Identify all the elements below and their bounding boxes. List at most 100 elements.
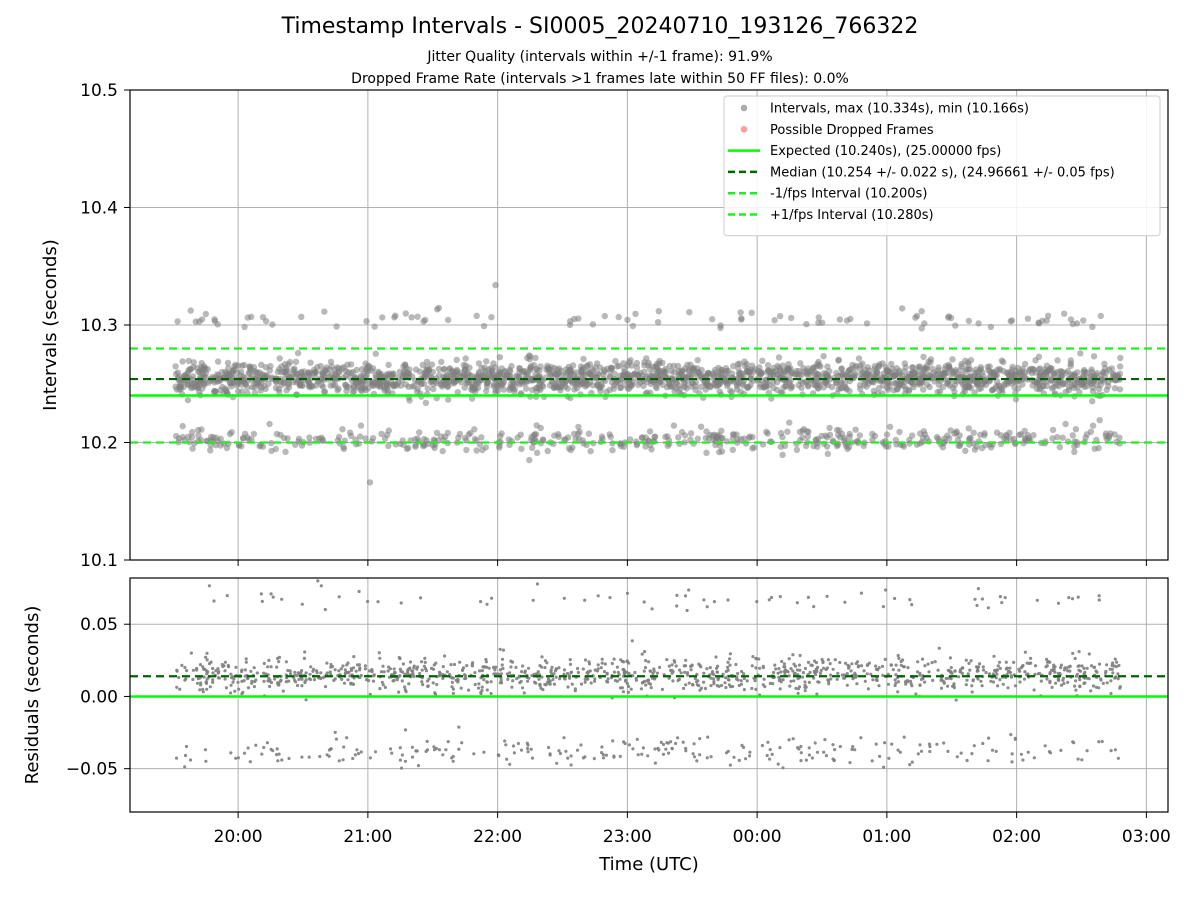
x-tick-label: 02:00 bbox=[992, 827, 1041, 847]
interval-point bbox=[812, 437, 820, 444]
residual-point bbox=[744, 757, 748, 761]
residual-point bbox=[480, 685, 484, 689]
interval-point bbox=[241, 380, 249, 387]
residual-point bbox=[691, 752, 695, 756]
interval-point bbox=[414, 313, 421, 320]
residual-point bbox=[482, 750, 486, 754]
interval-point bbox=[916, 440, 924, 447]
interval-point bbox=[321, 388, 328, 395]
residual-point bbox=[928, 744, 932, 749]
residual-point bbox=[293, 670, 297, 674]
residual-point bbox=[557, 666, 561, 670]
residual-point bbox=[260, 752, 264, 756]
residual-point bbox=[191, 677, 195, 682]
x-tick-label: 23:00 bbox=[603, 827, 652, 847]
interval-point bbox=[627, 372, 634, 379]
residual-point bbox=[717, 684, 721, 689]
interval-point bbox=[217, 435, 224, 442]
residual-point bbox=[731, 684, 735, 689]
residual-point bbox=[804, 758, 809, 762]
interval-point bbox=[741, 362, 749, 370]
interval-point bbox=[697, 383, 705, 391]
residual-point bbox=[752, 676, 756, 680]
interval-point bbox=[738, 316, 745, 323]
residual-point bbox=[777, 667, 781, 671]
interval-point bbox=[836, 316, 844, 323]
residual-point bbox=[183, 753, 188, 758]
residual-point bbox=[1006, 686, 1010, 690]
residual-point bbox=[412, 674, 416, 679]
residual-point bbox=[371, 674, 376, 678]
interval-point bbox=[776, 367, 784, 374]
residual-point bbox=[808, 670, 812, 675]
residual-point bbox=[986, 606, 991, 610]
residual-point bbox=[843, 600, 847, 604]
residual-point bbox=[724, 669, 728, 674]
residual-point bbox=[673, 660, 677, 664]
residual-point bbox=[334, 737, 338, 741]
interval-point bbox=[921, 320, 928, 327]
interval-point bbox=[241, 361, 248, 369]
residual-point bbox=[612, 670, 617, 674]
interval-point bbox=[331, 366, 339, 374]
interval-point bbox=[465, 379, 473, 386]
interval-point bbox=[240, 435, 247, 442]
residual-point bbox=[579, 682, 584, 686]
interval-point bbox=[660, 369, 667, 376]
residual-point bbox=[801, 671, 806, 675]
interval-point bbox=[424, 385, 431, 392]
interval-point bbox=[891, 380, 898, 387]
residual-point bbox=[525, 746, 530, 751]
residual-point bbox=[631, 747, 635, 751]
interval-point bbox=[1021, 427, 1028, 435]
interval-point bbox=[1116, 386, 1124, 393]
residual-point bbox=[788, 684, 792, 688]
residual-point bbox=[254, 743, 258, 747]
residual-point bbox=[286, 668, 290, 673]
interval-point bbox=[682, 373, 690, 381]
residual-point bbox=[570, 682, 574, 686]
interval-point bbox=[1012, 396, 1020, 403]
residual-point bbox=[328, 670, 332, 674]
interval-point bbox=[664, 433, 671, 440]
residual-point bbox=[180, 663, 184, 668]
residual-point bbox=[188, 758, 193, 762]
residual-point bbox=[854, 675, 858, 679]
residual-point bbox=[791, 737, 795, 741]
residual-point bbox=[174, 756, 179, 760]
interval-point bbox=[258, 361, 265, 368]
interval-point bbox=[496, 354, 504, 361]
interval-point bbox=[490, 360, 497, 367]
residual-point bbox=[1029, 661, 1033, 665]
residual-point bbox=[501, 648, 505, 652]
residual-point bbox=[910, 603, 914, 607]
interval-point bbox=[1087, 428, 1095, 435]
residual-point bbox=[593, 677, 597, 681]
residual-point bbox=[935, 742, 939, 746]
x-tick-label: 21:00 bbox=[343, 827, 392, 847]
residual-point bbox=[412, 664, 416, 668]
residual-point bbox=[295, 683, 300, 688]
interval-point bbox=[722, 365, 730, 372]
intervals-y-axis-label: Intervals (seconds) bbox=[40, 239, 61, 411]
interval-point bbox=[358, 366, 366, 373]
residual-point bbox=[785, 669, 789, 673]
residual-point bbox=[751, 655, 755, 659]
residual-point bbox=[315, 669, 319, 673]
residual-point bbox=[309, 665, 313, 669]
residual-point bbox=[401, 662, 405, 666]
residual-point bbox=[768, 757, 772, 761]
residual-point bbox=[970, 690, 974, 694]
interval-point bbox=[627, 436, 634, 443]
residual-point bbox=[814, 667, 819, 672]
interval-point bbox=[786, 419, 793, 426]
residual-point bbox=[557, 749, 561, 753]
interval-point bbox=[888, 360, 895, 368]
interval-point bbox=[788, 314, 795, 322]
residual-point bbox=[512, 751, 517, 755]
interval-point bbox=[833, 369, 840, 377]
interval-point bbox=[930, 369, 938, 376]
interval-point bbox=[202, 310, 209, 318]
interval-point bbox=[298, 313, 305, 320]
interval-point bbox=[703, 449, 710, 456]
